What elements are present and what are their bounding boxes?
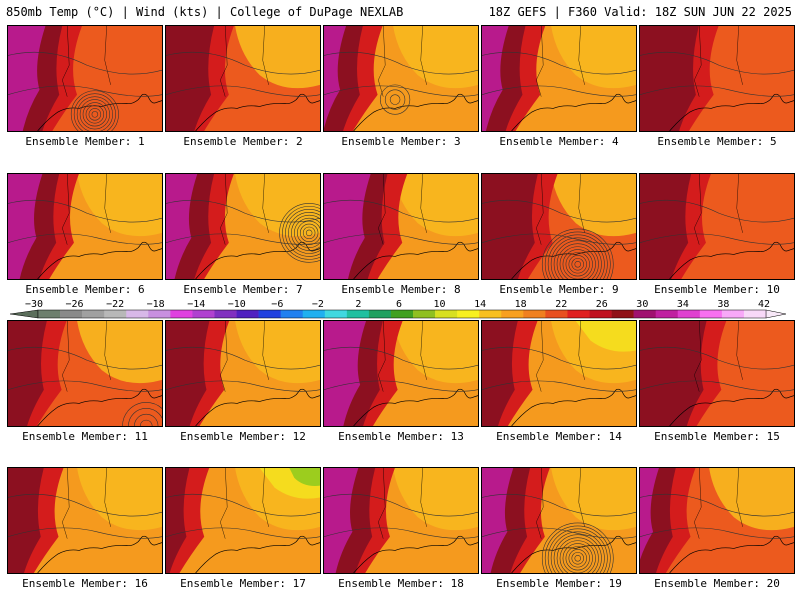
colorbar-tick-label: −10 <box>228 299 246 310</box>
chart-title: 850mb Temp (°C) | Wind (kts) | College o… <box>6 5 404 19</box>
colorbar-segment <box>390 310 414 318</box>
colorbar-tick-label: 38 <box>717 299 729 310</box>
temperature-colorbar: −30 −26 −22 −18 −14 −10 −6 −2 2 6 10 14 18 22 26 30 34 38… <box>0 297 800 321</box>
colorbar-high-arrow <box>765 309 787 319</box>
member-label: Ensemble Member: 3 <box>341 135 461 148</box>
member-label: Ensemble Member: 8 <box>341 283 461 296</box>
colorbar-tick-label: −18 <box>147 299 165 310</box>
member-label: Ensemble Member: 6 <box>25 283 145 296</box>
member-label: Ensemble Member: 7 <box>183 283 303 296</box>
colorbar-tick-label: 42 <box>758 299 770 310</box>
member-label: Ensemble Member: 14 <box>496 430 622 443</box>
colorbar-segment <box>192 310 215 318</box>
colorbar-tick-label: −14 <box>187 299 205 310</box>
colorbar-segment <box>368 310 392 318</box>
map-panel <box>165 320 321 427</box>
colorbar-segment <box>280 310 304 318</box>
map-panel <box>639 320 795 427</box>
member-label: Ensemble Member: 16 <box>22 577 148 590</box>
member-label: Ensemble Member: 1 <box>25 135 145 148</box>
map-panel <box>323 320 479 427</box>
member-label: Ensemble Member: 18 <box>338 577 464 590</box>
colorbar-segment <box>457 310 480 318</box>
colorbar-segment <box>413 310 436 318</box>
member-label: Ensemble Member: 2 <box>183 135 303 148</box>
colorbar-tick-label: 26 <box>596 299 608 310</box>
colorbar-segment <box>567 310 590 318</box>
colorbar-tick-label: −26 <box>66 299 84 310</box>
colorbar-tick-label: 10 <box>434 299 446 310</box>
member-label: Ensemble Member: 12 <box>180 430 306 443</box>
member-label: Ensemble Member: 19 <box>496 577 622 590</box>
map-panel <box>323 25 479 132</box>
colorbar-segment <box>82 310 105 318</box>
map-panel <box>7 25 163 132</box>
colorbar-segment <box>611 310 634 318</box>
colorbar-tick-label: −2 <box>312 299 324 310</box>
colorbar-tick-label: −22 <box>106 299 124 310</box>
map-panel <box>165 25 321 132</box>
member-label: Ensemble Member: 11 <box>22 430 148 443</box>
map-panel <box>7 467 163 574</box>
colorbar-segment <box>148 310 171 318</box>
colorbar-segment <box>346 310 370 318</box>
colorbar-tick-label: −30 <box>25 299 43 310</box>
valid-time: 18Z GEFS | F360 Valid: 18Z SUN JUN 22 20… <box>488 5 792 19</box>
colorbar-tick-label: 2 <box>355 299 361 310</box>
map-panel <box>165 173 321 280</box>
member-label: Ensemble Member: 20 <box>654 577 780 590</box>
colorbar-segment <box>126 310 149 318</box>
colorbar-tick-label: 14 <box>474 299 486 310</box>
colorbar-segment <box>38 310 61 318</box>
colorbar-segment <box>258 310 281 318</box>
map-panel <box>481 320 637 427</box>
colorbar-tick-label: 6 <box>396 299 402 310</box>
map-panel <box>323 467 479 574</box>
colorbar-tick-label: 22 <box>555 299 567 310</box>
member-label: Ensemble Member: 10 <box>654 283 780 296</box>
map-panel <box>7 173 163 280</box>
member-label: Ensemble Member: 13 <box>338 430 464 443</box>
colorbar-segment <box>545 310 568 318</box>
colorbar-segment <box>501 310 524 318</box>
member-label: Ensemble Member: 17 <box>180 577 306 590</box>
map-panel <box>639 467 795 574</box>
member-label: Ensemble Member: 5 <box>657 135 777 148</box>
colorbar-segment <box>677 310 701 318</box>
colorbar-low-arrow <box>9 309 39 319</box>
colorbar-segment <box>236 310 259 318</box>
colorbar-segment <box>104 310 127 318</box>
colorbar-segment <box>523 310 546 318</box>
colorbar-segment <box>743 310 767 318</box>
colorbar-segment <box>170 310 193 318</box>
colorbar-tick-label: 34 <box>677 299 689 310</box>
colorbar-tick-label: −6 <box>271 299 283 310</box>
colorbar-segment <box>214 310 237 318</box>
map-panel <box>165 467 321 574</box>
colorbar-segment <box>589 310 612 318</box>
colorbar-segment <box>435 310 458 318</box>
colorbar-segment <box>721 310 745 318</box>
colorbar-segment <box>633 310 656 318</box>
map-panel <box>7 320 163 427</box>
member-label: Ensemble Member: 15 <box>654 430 780 443</box>
member-label: Ensemble Member: 9 <box>499 283 619 296</box>
map-panel <box>639 25 795 132</box>
colorbar-tick-label: 18 <box>515 299 527 310</box>
colorbar-segment <box>479 310 502 318</box>
map-panel <box>323 173 479 280</box>
map-panel <box>481 467 637 574</box>
colorbar-segment <box>324 310 348 318</box>
colorbar-tick-label: 30 <box>636 299 648 310</box>
member-label: Ensemble Member: 4 <box>499 135 619 148</box>
map-panel <box>639 173 795 280</box>
colorbar-segment <box>655 310 679 318</box>
colorbar-segment <box>302 310 326 318</box>
map-panel <box>481 25 637 132</box>
map-panel <box>481 173 637 280</box>
colorbar-segment <box>60 310 83 318</box>
colorbar-segment <box>699 310 723 318</box>
